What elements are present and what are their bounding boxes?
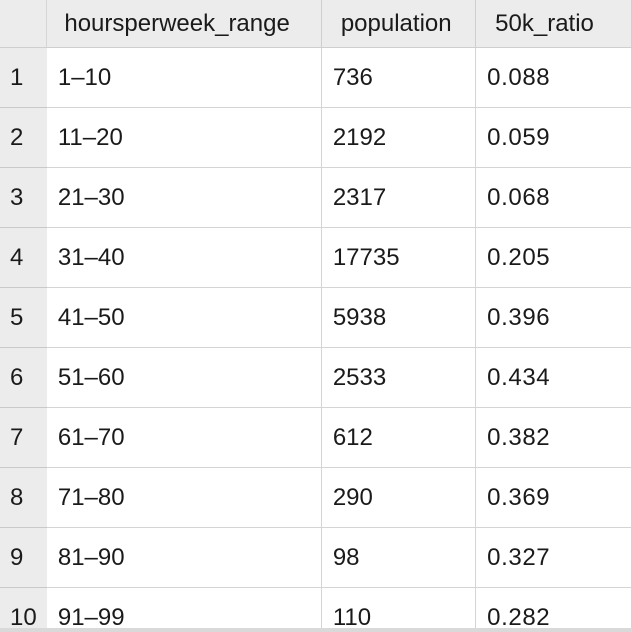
cell-50k-ratio[interactable]: 0.327 xyxy=(475,527,632,588)
cell-population[interactable]: 2317 xyxy=(321,167,477,228)
cell-50k-ratio[interactable]: 0.059 xyxy=(475,107,632,168)
cell-50k-ratio[interactable]: 0.068 xyxy=(475,167,632,228)
cell-50k-ratio[interactable]: 0.282 xyxy=(475,587,632,632)
cell-hoursperweek-range[interactable]: 31–40 xyxy=(46,227,322,288)
row-index[interactable]: 9 xyxy=(0,527,47,588)
cell-population[interactable]: 736 xyxy=(321,47,477,108)
row-index[interactable]: 2 xyxy=(0,107,47,168)
cell-50k-ratio[interactable]: 0.088 xyxy=(475,47,632,108)
cell-population[interactable]: 98 xyxy=(321,527,477,588)
cell-hoursperweek-range[interactable]: 51–60 xyxy=(46,347,322,408)
cell-hoursperweek-range[interactable]: 1–10 xyxy=(46,47,322,108)
table-row[interactable]: 1 1–10 736 0.088 xyxy=(0,47,632,108)
column-header-population[interactable]: population xyxy=(321,0,477,48)
column-header-50k-ratio[interactable]: 50k_ratio xyxy=(475,0,632,48)
cell-50k-ratio[interactable]: 0.396 xyxy=(475,287,632,348)
cell-population[interactable]: 290 xyxy=(321,467,477,528)
row-index[interactable]: 10 xyxy=(0,587,47,632)
table-row[interactable]: 10 91–99 110 0.282 xyxy=(0,587,632,632)
cell-hoursperweek-range[interactable]: 41–50 xyxy=(46,287,322,348)
row-index[interactable]: 7 xyxy=(0,407,47,468)
row-index[interactable]: 5 xyxy=(0,287,47,348)
cell-population[interactable]: 17735 xyxy=(321,227,477,288)
cell-50k-ratio[interactable]: 0.205 xyxy=(475,227,632,288)
row-index[interactable]: 1 xyxy=(0,47,47,108)
cell-population[interactable]: 2533 xyxy=(321,347,477,408)
table-row[interactable]: 6 51–60 2533 0.434 xyxy=(0,347,632,408)
cell-population[interactable]: 5938 xyxy=(321,287,477,348)
row-index[interactable]: 4 xyxy=(0,227,47,288)
cell-population[interactable]: 612 xyxy=(321,407,477,468)
cell-hoursperweek-range[interactable]: 91–99 xyxy=(46,587,322,632)
column-header-hoursperweek-range[interactable]: hoursperweek_range xyxy=(46,0,322,48)
cell-hoursperweek-range[interactable]: 81–90 xyxy=(46,527,322,588)
row-index[interactable]: 3 xyxy=(0,167,47,228)
table-row[interactable]: 3 21–30 2317 0.068 xyxy=(0,167,632,228)
cell-hoursperweek-range[interactable]: 11–20 xyxy=(46,107,322,168)
table-row[interactable]: 7 61–70 612 0.382 xyxy=(0,407,632,468)
cell-50k-ratio[interactable]: 0.382 xyxy=(475,407,632,468)
cell-50k-ratio[interactable]: 0.369 xyxy=(475,467,632,528)
corner-cell[interactable] xyxy=(0,0,48,48)
table-row[interactable]: 9 81–90 98 0.327 xyxy=(0,527,632,588)
table-row[interactable]: 4 31–40 17735 0.205 xyxy=(0,227,632,288)
header-row: hoursperweek_range population 50k_ratio xyxy=(0,0,632,48)
cell-50k-ratio[interactable]: 0.434 xyxy=(475,347,632,408)
cell-hoursperweek-range[interactable]: 71–80 xyxy=(46,467,322,528)
cell-hoursperweek-range[interactable]: 21–30 xyxy=(46,167,322,228)
table-row[interactable]: 8 71–80 290 0.369 xyxy=(0,467,632,528)
scroll-edge xyxy=(0,628,632,632)
cell-population[interactable]: 2192 xyxy=(321,107,477,168)
table-row[interactable]: 2 11–20 2192 0.059 xyxy=(0,107,632,168)
table-row[interactable]: 5 41–50 5938 0.396 xyxy=(0,287,632,348)
row-index[interactable]: 6 xyxy=(0,347,47,408)
cell-hoursperweek-range[interactable]: 61–70 xyxy=(46,407,322,468)
cell-population[interactable]: 110 xyxy=(321,587,477,632)
row-index[interactable]: 8 xyxy=(0,467,47,528)
